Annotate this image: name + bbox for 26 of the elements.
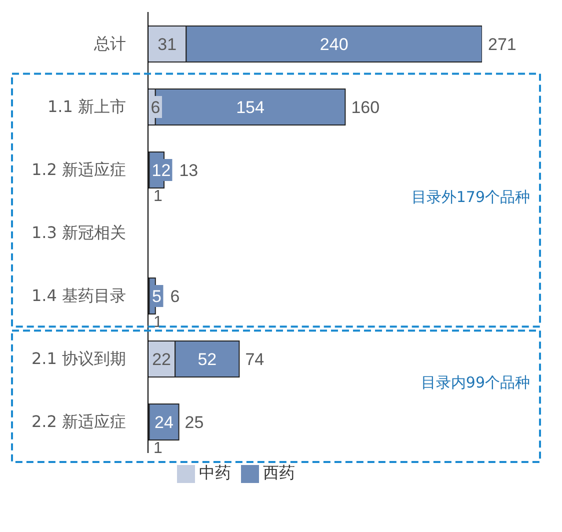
total-label: 25 xyxy=(184,413,204,432)
total-label: 6 xyxy=(170,287,180,306)
y-tick-label: 2.2 新适应症 xyxy=(31,412,126,432)
y-tick-label: 1.2 新适应症 xyxy=(31,160,126,180)
y-tick-label: 2.1 协议到期 xyxy=(31,349,126,368)
total-label: 160 xyxy=(351,98,380,117)
total-label: 74 xyxy=(245,350,264,369)
y-tick-label: 1.1 新上市 xyxy=(47,97,126,116)
total-label: 271 xyxy=(488,35,516,54)
data-label: 31 xyxy=(158,35,177,54)
data-label: 5 xyxy=(152,287,162,306)
data-label: 240 xyxy=(320,35,348,54)
y-tick-label: 总计 xyxy=(93,34,126,54)
data-label: 22 xyxy=(152,350,172,369)
annotation: 目录外179个品种 xyxy=(411,188,530,206)
annotation: 目录内99个品种 xyxy=(420,373,530,392)
data-label: 1 xyxy=(154,188,163,205)
y-tick-label: 1.3 新冠相关 xyxy=(31,223,126,242)
legend-label: 中药 xyxy=(199,463,231,482)
y-tick-label: 1.4 基药目录 xyxy=(31,286,126,306)
data-label: 24 xyxy=(154,413,174,432)
legend-label: 西药 xyxy=(263,463,295,482)
data-label: 154 xyxy=(236,98,264,117)
total-label: 13 xyxy=(179,161,198,180)
data-label: 52 xyxy=(198,350,217,369)
data-label: 1 xyxy=(154,440,163,457)
